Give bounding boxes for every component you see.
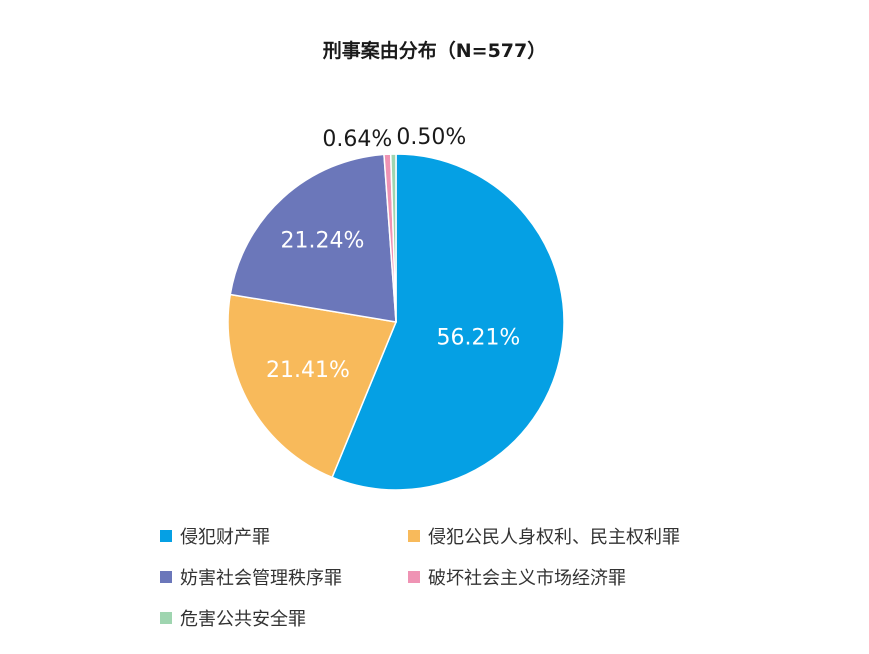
legend-swatch — [160, 530, 172, 542]
legend-label: 侵犯财产罪 — [180, 527, 270, 548]
pie-slice — [227, 293, 398, 479]
legend-label: 破坏社会主义市场经济罪 — [428, 568, 626, 589]
legend-swatch — [408, 530, 420, 542]
legend-swatch — [160, 571, 172, 583]
legend-label: 侵犯公民人身权利、民主权利罪 — [428, 527, 680, 548]
legend-label: 危害公共安全罪 — [180, 609, 306, 630]
pie-slice — [229, 153, 397, 323]
legend-item-property: 侵犯财产罪 — [160, 523, 270, 549]
legend-label: 妨害社会管理秩序罪 — [180, 568, 342, 589]
pie-chart: 56.21% 21.41% 21.24% 0.64% 0.50% — [227, 125, 565, 491]
slice-label: 21.41% — [266, 358, 350, 383]
legend-swatch — [408, 571, 420, 583]
legend-item-personal-rights: 侵犯公民人身权利、民主权利罪 — [408, 523, 680, 549]
chart-title: 刑事案由分布（N=577） — [322, 40, 547, 62]
legend-item-market-economy: 破坏社会主义市场经济罪 — [408, 564, 626, 590]
slice-label: 21.24% — [281, 228, 365, 253]
legend-swatch — [160, 612, 172, 624]
legend-item-public-safety: 危害公共安全罪 — [160, 605, 306, 631]
pie-slice — [389, 153, 397, 323]
slice-label: 0.50% — [396, 125, 466, 150]
legend-item-social-order: 妨害社会管理秩序罪 — [160, 564, 342, 590]
slice-label: 56.21% — [436, 325, 520, 350]
pie-slice — [331, 153, 565, 491]
slice-label: 0.64% — [322, 127, 392, 152]
